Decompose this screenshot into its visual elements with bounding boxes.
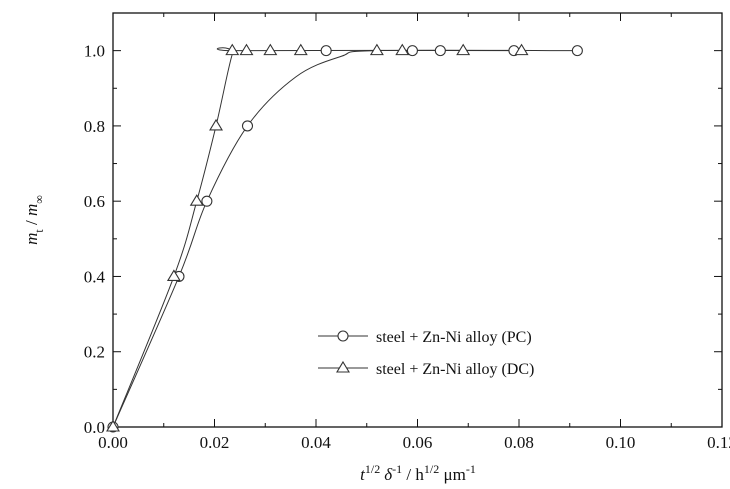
x-axis-label: t1/2 δ-1 / h1/2 μm-1 [360,462,476,484]
y-tick-label: 0.4 [84,267,106,286]
data-point-triangle [514,43,529,56]
data-point-triangle [166,269,181,282]
legend-label-dc: steel + Zn-Ni alloy (DC) [376,361,534,378]
legend-label-pc: steel + Zn-Ni alloy (PC) [376,329,532,346]
x-tick-label: 0.06 [403,433,433,452]
x-tick-label: 0.04 [301,433,331,452]
y-tick-labels: 0.0 0.2 0.4 0.6 0.8 1.0 [84,42,106,437]
data-point-triangle [456,43,471,56]
x-tick-label: 0.12 [707,433,730,452]
x-tick-label: 0.02 [200,433,230,452]
data-point-circle [201,195,213,207]
y-tick-label: 0.0 [84,418,105,437]
y-tick-label: 0.2 [84,343,105,362]
x-tick-label: 0.00 [98,433,128,452]
axis-ticks [112,13,723,428]
data-point-circle [434,45,446,57]
data-point-triangle [369,43,384,56]
data-point-triangle [239,43,254,56]
data-point-triangle [106,419,120,432]
series-markers [106,43,583,433]
data-point-triangle [263,43,278,56]
legend: steel + Zn-Ni alloy (PC) steel + Zn-Ni a… [318,329,534,378]
data-point-triangle [293,43,308,56]
x-tick-labels: 0.00 0.02 0.04 0.06 0.08 0.10 0.12 [98,433,730,452]
y-axis-label: mt / m∞ [22,195,46,245]
data-point-circle [571,45,583,57]
y-tick-label: 0.8 [84,117,105,136]
data-point-circle [406,45,418,57]
data-point-triangle [209,118,223,131]
data-point-triangle [189,194,204,206]
data-point-circle [241,120,254,132]
y-tick-label: 0.6 [84,192,105,211]
x-tick-label: 0.08 [504,433,534,452]
legend-marker-triangle [336,360,350,373]
legend-entry-dc: steel + Zn-Ni alloy (DC) [318,360,534,378]
data-point-circle [320,45,332,57]
legend-entry-pc: steel + Zn-Ni alloy (PC) [318,329,532,346]
series-line-1 [112,47,522,428]
legend-marker-circle [337,330,349,342]
data-point-triangle [225,43,240,56]
data-point-triangle [395,43,410,56]
x-tick-label: 0.10 [606,433,636,452]
y-tick-label: 1.0 [84,42,105,61]
